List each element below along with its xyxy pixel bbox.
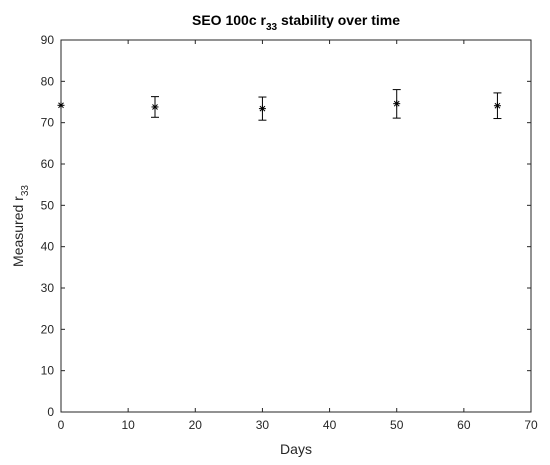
y-tick-label: 30 — [41, 281, 55, 295]
x-tick-label: 20 — [189, 418, 203, 432]
data-series — [57, 89, 502, 121]
y-axis-ticks: 0 10 20 30 40 50 60 70 80 90 — [41, 33, 531, 419]
y-tick-label: 50 — [41, 198, 55, 212]
x-tick-label: 50 — [390, 418, 404, 432]
x-tick-label: 30 — [256, 418, 270, 432]
y-axis-label: Measured r33 — [10, 185, 31, 267]
x-tick-label: 0 — [58, 418, 65, 432]
x-tick-label: 10 — [121, 418, 135, 432]
y-tick-label: 60 — [41, 157, 55, 171]
x-tick-label: 40 — [323, 418, 337, 432]
y-tick-label: 90 — [41, 33, 55, 47]
chart-title-main: SEO 100c r — [192, 12, 266, 28]
x-tick-label: 70 — [524, 418, 538, 432]
plot-area — [60, 39, 532, 413]
x-tick-label: 60 — [457, 418, 471, 432]
chart-title-suffix: stability over time — [277, 12, 400, 28]
y-tick-label: 40 — [41, 240, 55, 254]
data-point — [57, 101, 65, 109]
y-axis-label-subscript: 33 — [20, 185, 31, 197]
y-tick-label: 20 — [41, 322, 55, 336]
chart-title-subscript: 33 — [266, 22, 278, 33]
y-tick-label: 0 — [47, 405, 54, 419]
y-axis-label-main: Measured r — [10, 196, 26, 267]
data-point — [151, 103, 159, 111]
y-tick-label: 80 — [41, 74, 55, 88]
data-point — [258, 105, 266, 113]
y-tick-label: 10 — [41, 364, 55, 378]
data-point — [493, 102, 501, 110]
chart-title: SEO 100c r33 stability over time — [192, 12, 400, 33]
x-axis-ticks: 0 10 20 30 40 50 60 70 — [58, 40, 538, 432]
x-axis-label: Days — [280, 441, 312, 457]
data-point — [393, 100, 401, 108]
y-tick-label: 70 — [41, 116, 55, 130]
